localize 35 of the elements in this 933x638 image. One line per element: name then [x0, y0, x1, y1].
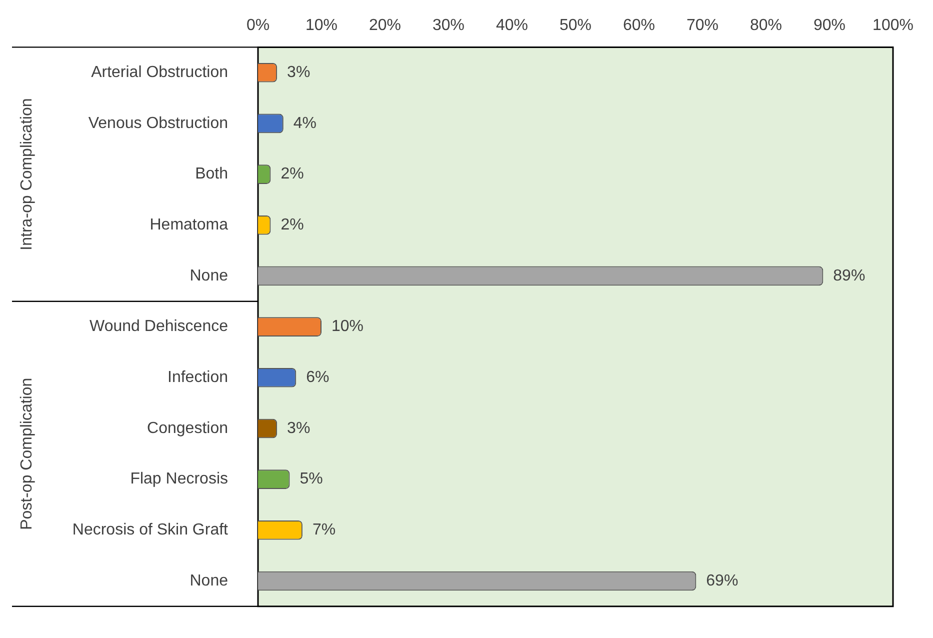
x-tick-label: 0%: [246, 17, 270, 34]
data-label: 3%: [287, 64, 310, 82]
data-label: 89%: [833, 267, 866, 284]
x-tick-label: 70%: [686, 17, 719, 34]
data-label: 2%: [280, 216, 304, 234]
data-label: 69%: [706, 572, 738, 590]
x-tick-label: 50%: [559, 17, 592, 34]
y-tick-label: Arterial Obstruction: [91, 64, 228, 82]
x-tick-label: 90%: [813, 17, 846, 34]
x-tick-label: 80%: [750, 17, 782, 34]
x-tick-label: 10%: [305, 17, 338, 34]
data-label: 3%: [287, 420, 310, 437]
y-tick-label: Both: [195, 166, 228, 183]
y-tick-label: None: [190, 267, 228, 284]
data-label: 2%: [280, 166, 304, 183]
y-tick-label: Hematoma: [150, 216, 228, 234]
y-tick-label: Wound Dehiscence: [90, 318, 228, 336]
data-label: 7%: [312, 522, 336, 539]
text: Intra-op Complication: [18, 98, 36, 250]
x-tick-label: 60%: [622, 17, 656, 34]
data-label: 4%: [293, 114, 317, 132]
text: Post-op Complication: [18, 378, 36, 530]
x-tick-label: 40%: [496, 17, 528, 34]
y-tick-label: Infection: [168, 369, 228, 386]
data-label: 5%: [300, 470, 323, 488]
data-label: 6%: [306, 369, 330, 386]
x-tick-label: 30%: [432, 17, 465, 34]
x-tick-label: 20%: [368, 17, 402, 34]
y-tick-label: Necrosis of Skin Graft: [72, 522, 229, 539]
y-tick-label: None: [190, 572, 228, 590]
data-label: 10%: [332, 318, 364, 336]
y-tick-label: Venous Obstruction: [88, 114, 228, 132]
x-tick-label: 100%: [872, 17, 914, 34]
y-tick-label: Congestion: [147, 420, 228, 437]
y-tick-label: Flap Necrosis: [130, 470, 228, 488]
